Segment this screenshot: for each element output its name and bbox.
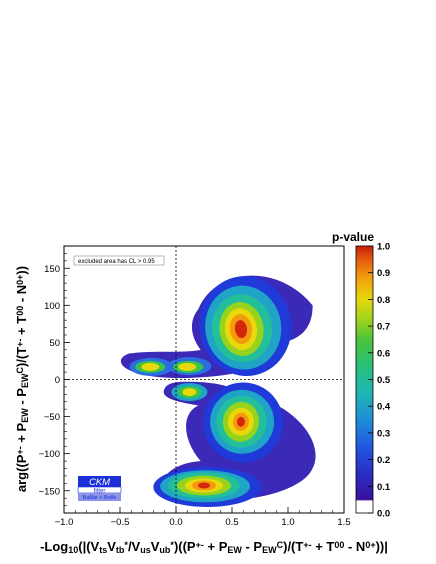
- colorbar-tick-label: 0.1: [377, 482, 391, 493]
- y-axis-ticks: −150 −100 −50 0 50 100 150: [39, 253, 70, 506]
- colorbar-tick-label: 0.7: [377, 322, 390, 333]
- logo-subtitle: fitter: [94, 489, 106, 495]
- contour-left-2: [141, 362, 160, 371]
- y-tick-label: 50: [49, 338, 60, 349]
- y-axis-title: arg((P+- + PEW - PEWC)/(T+- + T00 - N0+)…: [14, 266, 30, 492]
- colorbar-tick-label: 0.3: [377, 428, 390, 439]
- y-tick-label: 100: [44, 301, 60, 312]
- y-tick-label: −50: [44, 412, 60, 423]
- x-axis-title: -Log10(|(VtsVtb*/VusVub*)((P+- + PEW - P…: [40, 539, 388, 555]
- colorbar-tick-label: 0.9: [377, 268, 390, 279]
- y-tick-label: 150: [44, 264, 60, 275]
- ckmfitter-logo: CKM fitter BaBar + Belle: [77, 476, 122, 501]
- y-tick-label: 0: [55, 375, 60, 386]
- x-tick-label: 1.0: [281, 517, 294, 528]
- x-tick-label: −0.5: [111, 517, 130, 528]
- heatmap-regions: [120, 275, 316, 508]
- colorbar-tick-label: 0.4: [377, 402, 391, 413]
- colorbar: p-value 0.0 0.1 0.2 0.3 0.4 0.5 0.6 0.7 0.8 0.9 1.…: [332, 230, 391, 520]
- colorbar-tick-label: 0.8: [377, 295, 390, 306]
- colorbar-title: p-value: [332, 230, 374, 244]
- colorbar-tick-label: 1.0: [377, 242, 390, 253]
- y-tick-label: −100: [39, 449, 60, 460]
- y-tick-label: −150: [39, 486, 60, 497]
- logo-title: CKM: [89, 477, 110, 488]
- colorbar-tick-label: 0.6: [377, 348, 390, 359]
- x-tick-label: −1.0: [55, 517, 74, 528]
- logo-source: BaBar + Belle: [83, 495, 117, 501]
- x-tick-label: 0.5: [225, 517, 238, 528]
- contour-lower-main-6: [236, 416, 245, 427]
- colorbar-tick-label: 0.5: [377, 375, 391, 386]
- x-tick-label: 1.5: [337, 517, 350, 528]
- contour-bottom-6: [198, 482, 210, 489]
- colorbar-tick-label: 0.0: [377, 509, 390, 520]
- legend-note-text: excluded area has CL > 0.95: [78, 259, 155, 265]
- contour-center-down-2: [182, 388, 197, 397]
- contour-upper-main-6: [234, 320, 248, 339]
- x-tick-label: 0.0: [169, 517, 182, 528]
- contour-center-up-2: [178, 362, 197, 371]
- legend-note: excluded area has CL > 0.95: [73, 255, 165, 266]
- colorbar-tick-label: 0.2: [377, 455, 390, 466]
- x-axis-ticks: −1.0 −0.5 0.0 0.5 1.0 1.5: [55, 507, 351, 528]
